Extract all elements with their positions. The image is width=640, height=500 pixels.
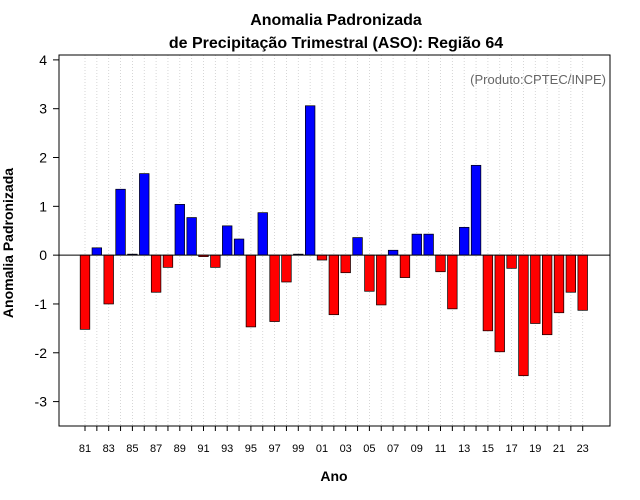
y-tick-label: 1	[39, 198, 47, 214]
bar-23	[577, 254, 588, 311]
bar-18	[518, 254, 529, 377]
y-axis-title: Anomalia Padronizada	[0, 168, 16, 318]
x-tick-label: 85	[126, 443, 138, 455]
bar-03	[340, 254, 351, 274]
chart-title-line2: de Precipitação Trimestral (ASO): Região…	[169, 35, 503, 52]
bar-84	[115, 188, 126, 256]
x-axis: 81 83 85 87 89 91 93 95 97 99 01 03 05 07 09 11 13 15 17 19…	[79, 426, 589, 455]
bar-87	[150, 254, 162, 293]
bar-83	[103, 254, 114, 305]
bar-00	[305, 105, 316, 256]
x-tick-label: 93	[221, 443, 233, 455]
bars	[79, 105, 588, 377]
x-tick-label: 09	[411, 443, 423, 455]
bar-09	[411, 233, 422, 256]
bar-16	[494, 254, 505, 353]
x-tick-label: 91	[197, 443, 209, 455]
bar-19	[530, 254, 541, 324]
x-tick-label: 23	[577, 443, 589, 455]
x-tick-label: 01	[316, 443, 328, 455]
x-tick-label: 83	[103, 443, 115, 455]
y-tick-label: 4	[39, 52, 47, 68]
bar-20	[541, 254, 553, 336]
bar-93	[222, 225, 233, 256]
source-note: (Produto:CPTEC/INPE)	[470, 72, 606, 87]
x-tick-label: 07	[387, 443, 399, 455]
x-tick-label: 13	[458, 443, 470, 455]
x-tick-label: 99	[292, 443, 304, 455]
bar-17	[506, 254, 517, 269]
bar-98	[281, 254, 292, 283]
x-axis-title: Ano	[320, 468, 347, 484]
bar-90	[186, 217, 197, 256]
bar-82	[91, 247, 103, 256]
bar-04	[352, 237, 363, 256]
x-tick-label: 97	[268, 443, 280, 455]
y-tick-label: -2	[35, 345, 48, 361]
bar-01	[316, 254, 328, 261]
x-tick-label: 11	[435, 443, 446, 455]
x-tick-label: 05	[363, 443, 375, 455]
x-tick-label: 87	[150, 443, 162, 455]
bar-89	[174, 204, 185, 256]
bar-12	[447, 254, 458, 310]
bar-15	[482, 254, 494, 332]
bar-02	[328, 254, 339, 316]
x-tick-label: 95	[245, 443, 257, 455]
bar-96	[257, 212, 268, 256]
bar-08	[399, 254, 411, 278]
y-tick-label: -3	[35, 394, 48, 410]
bar-81	[79, 254, 91, 330]
y-tick-label: 0	[39, 247, 47, 263]
bar-92	[210, 254, 221, 268]
grid-lines	[84, 55, 584, 426]
bar-94	[233, 238, 245, 256]
chart-title-line1: Anomalia Padronizada	[250, 12, 422, 29]
x-tick-label: 19	[529, 443, 541, 455]
bar-21	[553, 254, 565, 314]
bar-05	[364, 254, 375, 292]
bar-10	[423, 233, 434, 256]
bar-95	[245, 254, 257, 328]
x-tick-label: 89	[174, 443, 186, 455]
y-tick-label: -1	[35, 296, 48, 312]
bar-11	[435, 254, 446, 273]
bar-07	[387, 249, 399, 256]
bar-06	[376, 254, 387, 306]
bar-88	[162, 254, 174, 268]
y-axis: -3 -2 -1 0 1 2 3 4	[35, 52, 59, 410]
x-tick-label: 21	[553, 443, 565, 455]
bar-97	[269, 254, 280, 322]
bar-86	[139, 173, 150, 256]
x-tick-label: 15	[482, 443, 494, 455]
x-tick-label: 17	[505, 443, 517, 455]
y-tick-label: 3	[39, 101, 47, 117]
bar-14	[470, 164, 482, 256]
x-tick-label: 03	[340, 443, 352, 455]
bar-22	[565, 254, 576, 293]
plot-frame	[58, 54, 611, 427]
x-tick-label: 81	[79, 443, 91, 455]
y-tick-label: 2	[39, 150, 47, 166]
bar-13	[459, 226, 470, 256]
